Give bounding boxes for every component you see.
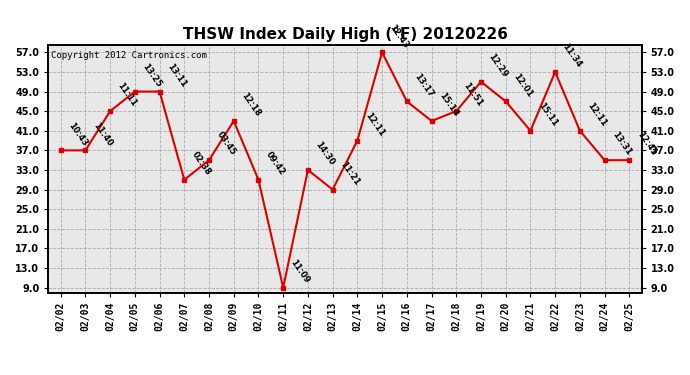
Text: 12:41: 12:41 [635, 130, 658, 158]
Text: 11:34: 11:34 [561, 42, 584, 69]
Text: 12:29: 12:29 [486, 52, 509, 79]
Text: 11:51: 11:51 [462, 81, 484, 108]
Text: 11:11: 11:11 [116, 81, 139, 108]
Text: 13:31: 13:31 [610, 130, 633, 158]
Text: 12:01: 12:01 [511, 72, 534, 99]
Text: 12:18: 12:18 [239, 91, 262, 118]
Text: 09:42: 09:42 [264, 150, 286, 177]
Text: 11:40: 11:40 [91, 120, 114, 148]
Text: 12:43: 12:43 [388, 22, 411, 50]
Text: 13:17: 13:17 [413, 72, 435, 99]
Text: 15:14: 15:14 [437, 91, 460, 118]
Text: 11:09: 11:09 [288, 258, 311, 285]
Title: THSW Index Daily High (°F) 20120226: THSW Index Daily High (°F) 20120226 [182, 27, 508, 42]
Text: 14:30: 14:30 [313, 140, 336, 167]
Text: 03:45: 03:45 [215, 130, 237, 158]
Text: 12:11: 12:11 [585, 101, 608, 128]
Text: 15:11: 15:11 [536, 101, 559, 128]
Text: Copyright 2012 Cartronics.com: Copyright 2012 Cartronics.com [51, 51, 207, 60]
Text: 13:11: 13:11 [165, 62, 188, 89]
Text: 13:25: 13:25 [140, 62, 163, 89]
Text: 02:38: 02:38 [190, 150, 213, 177]
Text: 11:21: 11:21 [338, 160, 361, 187]
Text: 12:11: 12:11 [363, 111, 386, 138]
Text: 10:43: 10:43 [66, 121, 89, 148]
